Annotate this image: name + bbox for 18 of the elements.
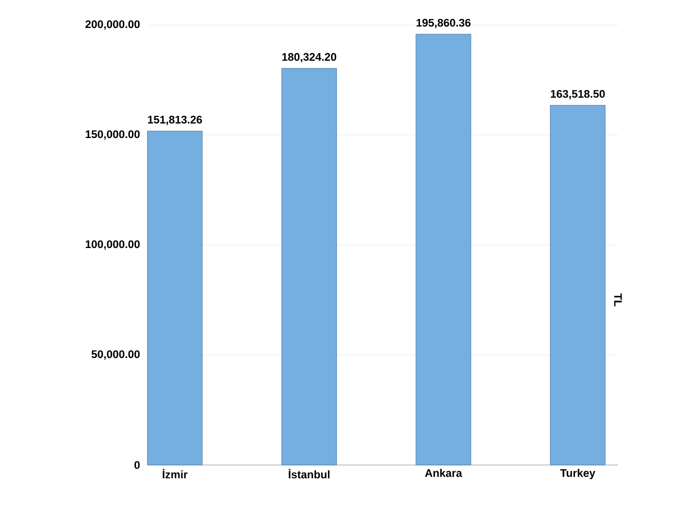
x-tick-label: İstanbul bbox=[288, 468, 330, 478]
y-tick-label: 50,000.00 bbox=[92, 350, 140, 360]
bar bbox=[147, 130, 203, 466]
x-tick-label: Ankara bbox=[425, 468, 462, 477]
y-tick-label: 200,000.00 bbox=[85, 20, 140, 30]
x-tick-label: Turkey bbox=[560, 468, 596, 480]
y-axis-title: TL bbox=[614, 293, 622, 306]
y-tick-label: 150,000.00 bbox=[86, 130, 140, 140]
data-label: 180,324.20 bbox=[282, 53, 336, 62]
data-label: 195,860.36 bbox=[416, 18, 471, 28]
bar bbox=[281, 68, 337, 466]
data-label: 151,813.26 bbox=[148, 116, 202, 126]
data-label: 163,518.50 bbox=[550, 90, 605, 100]
y-tick-label: 0 bbox=[134, 461, 140, 469]
y-tick-label: 100,000.00 bbox=[86, 240, 140, 250]
x-tick-label: İzmir bbox=[162, 468, 188, 478]
bar bbox=[550, 105, 606, 466]
bar bbox=[416, 34, 472, 466]
